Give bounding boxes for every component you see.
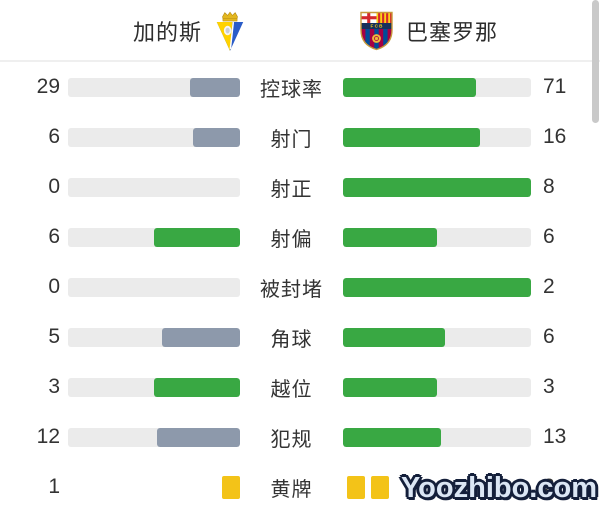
- away-stat-bar-fill: [343, 227, 437, 247]
- home-stat-value: 1: [48, 475, 60, 498]
- away-stat-bar: [343, 77, 531, 97]
- teams-header: 加的斯: [0, 0, 600, 62]
- away-stat-bar-fill: [343, 277, 531, 297]
- stat-label: 射正: [270, 178, 313, 201]
- away-yellow-cards: [343, 475, 531, 499]
- home-stat-bar-fill: [193, 127, 240, 147]
- scrollbar-thumb[interactable]: [592, 0, 599, 123]
- away-stat-value: 13: [543, 425, 567, 448]
- home-team-header: 加的斯: [133, 0, 247, 62]
- away-stat-bar-fill: [343, 127, 480, 147]
- home-stat-value: 0: [48, 175, 60, 198]
- stat-label: 控球率: [260, 78, 323, 101]
- home-stat-bar: [68, 227, 240, 247]
- home-stat-bar: [68, 127, 240, 147]
- stat-row-blocked: 0 被封堵 2: [0, 262, 600, 312]
- stat-row-fouls: 12 犯规 13: [0, 412, 600, 462]
- away-stat-value: 8: [543, 175, 555, 198]
- home-stat-bar: [68, 427, 240, 447]
- away-stat-value: 16: [543, 125, 567, 148]
- yellow-card-icon: [222, 475, 240, 499]
- stat-row-shots-on-target: 0 射正 8: [0, 162, 600, 212]
- home-stat-bar: [68, 177, 240, 197]
- home-stat-value: 5: [48, 325, 60, 348]
- cadiz-crest-icon: [213, 10, 247, 52]
- away-stat-bar-fill: [343, 177, 531, 197]
- away-stat-bar: [343, 277, 531, 297]
- away-stat-value: 2: [543, 275, 555, 298]
- home-stat-bar-fill: [161, 327, 240, 347]
- stat-label: 犯规: [270, 428, 313, 451]
- away-stat-bar-fill: [343, 77, 477, 97]
- away-stat-bar: [343, 327, 531, 347]
- barcelona-crest-icon: F C B: [358, 10, 395, 52]
- home-stat-value: 0: [48, 275, 60, 298]
- home-stat-bar-fill: [154, 377, 240, 397]
- away-stat-bar-fill: [343, 377, 437, 397]
- away-team-name: 巴塞罗那: [406, 20, 499, 45]
- away-stat-bar-fill: [343, 427, 441, 447]
- home-stat-bar: [68, 277, 240, 297]
- home-stat-value: 29: [36, 75, 60, 98]
- stat-row-shots-off-target: 6 射偏 6: [0, 212, 600, 262]
- away-stat-value: 71: [543, 75, 567, 98]
- home-stat-value: 12: [36, 425, 60, 448]
- home-stat-bar: [68, 377, 240, 397]
- stat-row-offsides: 3 越位 3: [0, 362, 600, 412]
- watermark: Yoozhibo.com: [400, 472, 597, 504]
- home-stat-bar-fill: [190, 77, 240, 97]
- away-stat-bar-fill: [343, 327, 446, 347]
- stat-label: 角球: [270, 328, 313, 351]
- away-stat-bar: [343, 377, 531, 397]
- stat-row-shots: 6 射门 16: [0, 112, 600, 162]
- home-stat-bar: [68, 327, 240, 347]
- home-team-name: 加的斯: [133, 20, 203, 45]
- stat-label: 射门: [270, 128, 313, 151]
- yellow-card-icon: [347, 475, 365, 499]
- home-stat-bar: [68, 77, 240, 97]
- stat-label: 越位: [270, 378, 313, 401]
- home-stat-value: 6: [48, 225, 60, 248]
- away-team-header: F C B 巴塞罗那: [358, 0, 498, 62]
- home-stat-value: 6: [48, 125, 60, 148]
- home-yellow-cards: [60, 475, 240, 499]
- stat-label: 被封堵: [260, 278, 323, 301]
- away-stat-bar: [343, 227, 531, 247]
- stat-label: 射偏: [270, 228, 313, 251]
- home-stat-bar-fill: [154, 227, 240, 247]
- stats-list: 29 控球率 71 6 射门 16 0 射正 8 6 射偏 6: [0, 62, 600, 508]
- away-stat-value: 6: [543, 325, 555, 348]
- stat-row-possession: 29 控球率 71: [0, 62, 600, 112]
- away-stat-bar: [343, 177, 531, 197]
- away-stat-value: 3: [543, 375, 555, 398]
- stat-row-corners: 5 角球 6: [0, 312, 600, 362]
- yellow-card-icon: [371, 475, 389, 499]
- stat-row-yellow-cards: 1 黄牌 2: [0, 462, 600, 508]
- stat-label: 黄牌: [270, 478, 313, 501]
- away-stat-value: 6: [543, 225, 555, 248]
- home-stat-value: 3: [48, 375, 60, 398]
- away-stat-bar: [343, 127, 531, 147]
- away-stat-value: 2: [543, 475, 555, 498]
- svg-text:F C B: F C B: [371, 24, 384, 29]
- away-stat-bar: [343, 427, 531, 447]
- home-stat-bar-fill: [157, 427, 240, 447]
